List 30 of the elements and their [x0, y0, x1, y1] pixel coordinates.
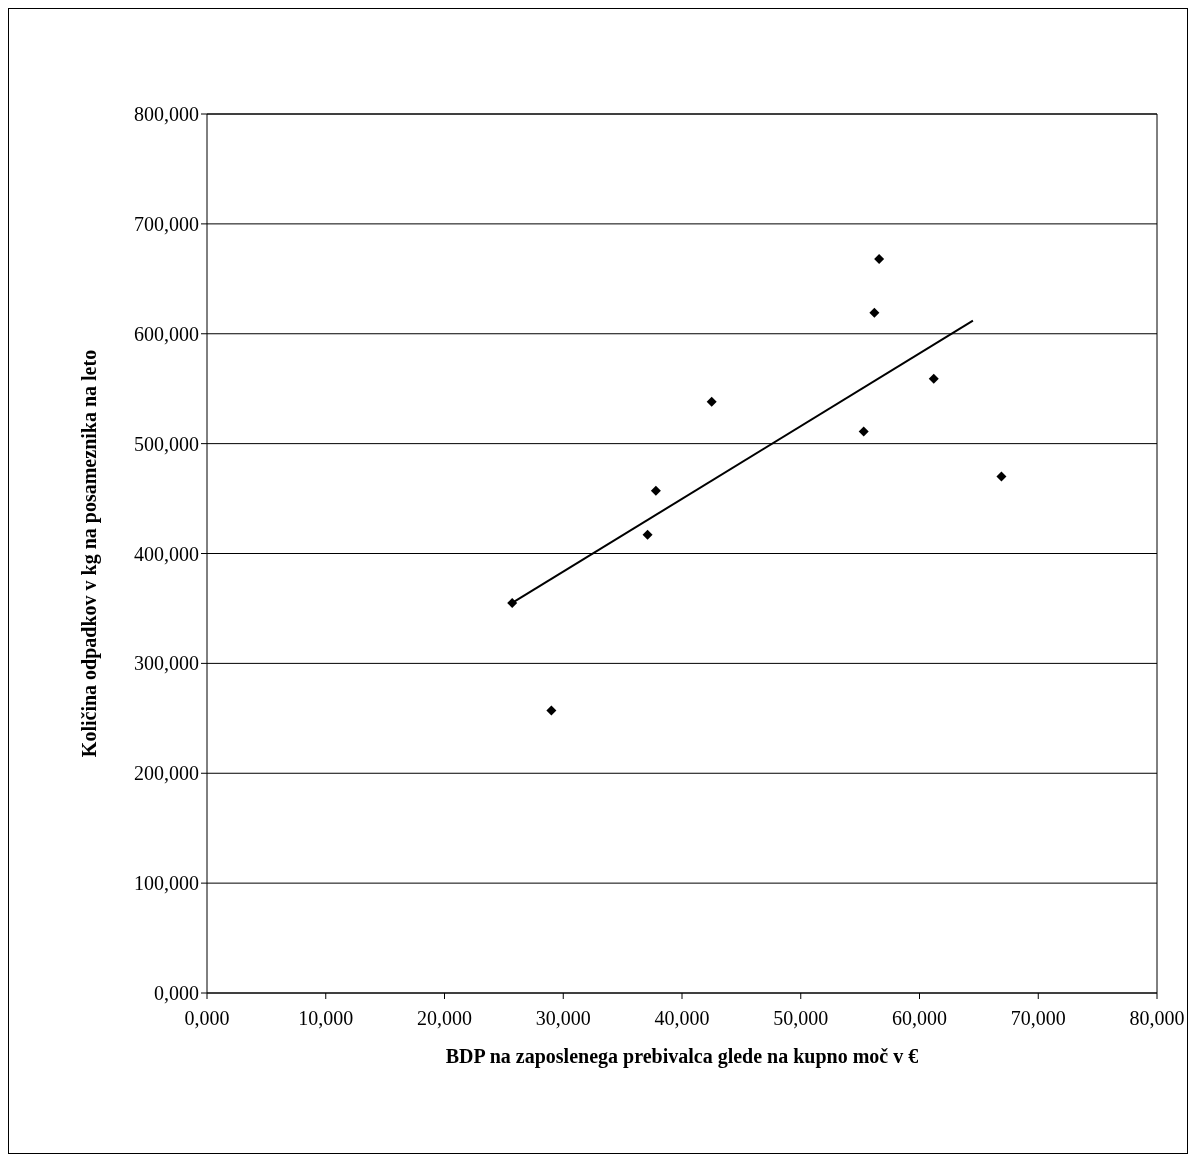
point [642, 529, 653, 540]
x-tick-label: 70,000 [1010, 1007, 1066, 1030]
point [996, 471, 1007, 482]
y-tick-label: 200,000 [134, 762, 199, 785]
y-tick-label: 500,000 [134, 432, 199, 455]
y-tick-label: 800,000 [134, 103, 199, 126]
point [874, 254, 885, 265]
x-tick-label: 80,000 [1129, 1007, 1185, 1030]
x-tick-label: 10,000 [298, 1007, 354, 1030]
point [869, 307, 880, 318]
point [928, 373, 939, 384]
y-tick-label: 700,000 [134, 212, 199, 235]
y-tick-label: 600,000 [134, 322, 199, 345]
x-tick-label: 0,000 [184, 1007, 230, 1030]
point [507, 597, 518, 608]
x-tick-label: 40,000 [654, 1007, 710, 1030]
x-tick-label: 30,000 [535, 1007, 591, 1030]
x-tick-label: 50,000 [773, 1007, 829, 1030]
point [858, 426, 869, 437]
point [650, 485, 661, 496]
y-tick-label: 400,000 [134, 542, 199, 565]
x-tick-label: 20,000 [417, 1007, 472, 1030]
y-tick-label: 100,000 [134, 872, 199, 895]
y-tick-label: 300,000 [134, 652, 199, 675]
x-tick-label: 60,000 [892, 1007, 947, 1030]
point [546, 705, 557, 716]
y-axis-title: Količina odpadkov v kg na posameznika na leto [78, 349, 102, 758]
point [706, 396, 717, 407]
x-axis-title: BDP na zaposlenega prebivalca glede na kupno moč v € [445, 1045, 919, 1068]
y-tick-label: 0,000 [154, 982, 199, 1005]
